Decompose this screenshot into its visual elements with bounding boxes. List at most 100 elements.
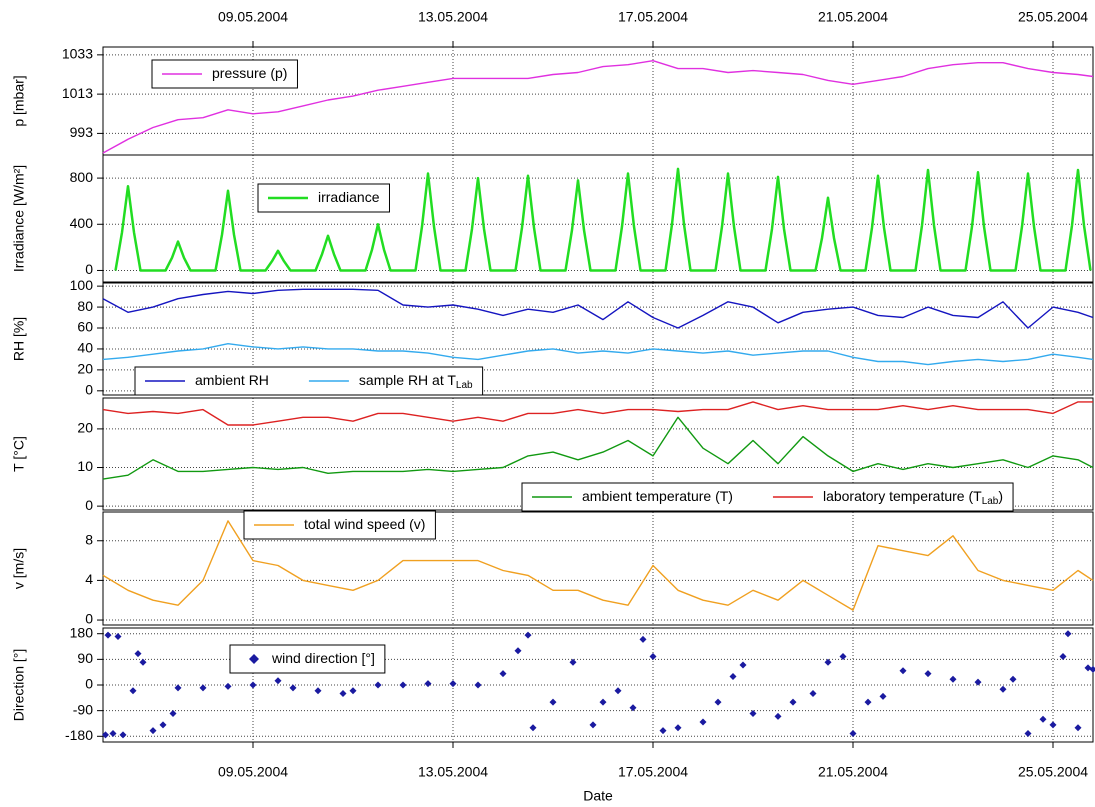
y-tick-label: 0 (85, 676, 93, 692)
data-point (314, 687, 322, 695)
data-line (102, 520, 1094, 611)
panel-frame (102, 154, 1094, 283)
data-point (899, 667, 907, 675)
data-point (614, 687, 622, 695)
data-point (199, 684, 207, 692)
data-point (1049, 721, 1057, 729)
legend-name: total wind speed (v) (304, 516, 425, 532)
data-point (649, 653, 657, 660)
data-point (599, 698, 607, 706)
data-point (674, 724, 682, 732)
data-point (974, 678, 982, 686)
y-tick-label: 60 (77, 319, 93, 335)
legend-marker (249, 654, 259, 664)
panel-frame (102, 511, 1094, 626)
data-point (659, 727, 667, 735)
data-point (789, 698, 797, 706)
panel-frame (102, 282, 1094, 396)
data-point (374, 681, 382, 689)
data-line (102, 288, 1094, 329)
legend-name: ambient temperature (T) (582, 488, 733, 504)
y-tick-label: 0 (85, 261, 93, 277)
data-point (949, 675, 957, 683)
y-tick-label: 10 (77, 458, 93, 474)
data-point (1064, 630, 1072, 638)
data-point (569, 658, 577, 666)
legend-label: irradiance (318, 189, 380, 205)
data-point (114, 633, 122, 641)
y-tick-label: 8 (85, 531, 93, 547)
y-axis-label: T [°C] (11, 436, 27, 472)
data-point (424, 680, 432, 688)
y-tick-label: 20 (77, 361, 93, 377)
x-tick-label: 13.05.2004 (418, 764, 488, 780)
data-point (824, 658, 832, 666)
data-point (139, 658, 147, 666)
data-point (1039, 715, 1047, 723)
data-point (699, 718, 707, 726)
y-axis-label: Direction [°] (11, 649, 27, 722)
x-tick-label: 25.05.2004 (1018, 764, 1088, 780)
x-tick-label: 09.05.2004 (218, 764, 288, 780)
data-point (129, 687, 137, 695)
y-tick-label: 40 (77, 340, 93, 356)
legend-box (521, 482, 1014, 512)
data-point (629, 704, 637, 712)
legend-label: ambient temperature (T) (582, 488, 733, 504)
data-point (174, 684, 182, 692)
data-point (102, 731, 109, 739)
data-point (864, 698, 872, 706)
y-tick-label: 90 (77, 650, 93, 666)
data-point (774, 712, 782, 720)
data-point (474, 681, 482, 689)
data-point (524, 631, 532, 639)
x-tick-label: 21.05.2004 (818, 9, 888, 25)
data-point (449, 680, 457, 688)
y-tick-label: 0 (85, 611, 93, 627)
x-tick-label: 21.05.2004 (818, 764, 888, 780)
data-point (1084, 664, 1092, 672)
x-tick-label: 17.05.2004 (618, 764, 688, 780)
data-point (1009, 675, 1017, 683)
data-line (102, 401, 1093, 426)
data-point (149, 727, 157, 735)
data-line (102, 60, 1094, 154)
legend-suffix: ) (998, 488, 1003, 504)
data-point (159, 721, 167, 729)
data-line (114, 167, 1092, 272)
data-point (249, 681, 257, 689)
data-point (1024, 729, 1032, 737)
legend-name: wind direction [°] (271, 650, 375, 666)
data-point (809, 690, 817, 698)
y-tick-label: 800 (70, 169, 94, 185)
data-point (839, 653, 847, 660)
data-point (399, 681, 407, 689)
panel-frame (102, 627, 1094, 743)
legend-name: laboratory temperature (T (823, 488, 982, 504)
data-point (514, 647, 522, 655)
data-point (739, 661, 747, 669)
legend-label: pressure (p) (212, 65, 287, 81)
y-tick-label: 100 (70, 277, 94, 293)
data-point (224, 682, 232, 690)
legend-name: pressure (p) (212, 65, 287, 81)
data-point (879, 692, 887, 700)
y-tick-label: 400 (70, 215, 94, 231)
y-tick-label: 1013 (62, 85, 93, 101)
data-point (549, 698, 557, 706)
data-point (639, 635, 647, 643)
y-tick-label: 180 (70, 624, 94, 640)
x-axis-label: Date (583, 788, 613, 804)
data-point (714, 698, 722, 706)
legend-label: total wind speed (v) (304, 516, 425, 532)
data-point (119, 731, 127, 739)
legend-label: sample RH at TLab (359, 372, 473, 391)
data-point (289, 684, 297, 692)
y-tick-label: -90 (73, 701, 93, 717)
data-point (109, 729, 117, 737)
y-tick-label: 0 (85, 382, 93, 398)
data-point (134, 650, 142, 658)
legend-subscript: Lab (456, 380, 473, 391)
data-point (104, 631, 112, 639)
data-point (589, 721, 597, 729)
